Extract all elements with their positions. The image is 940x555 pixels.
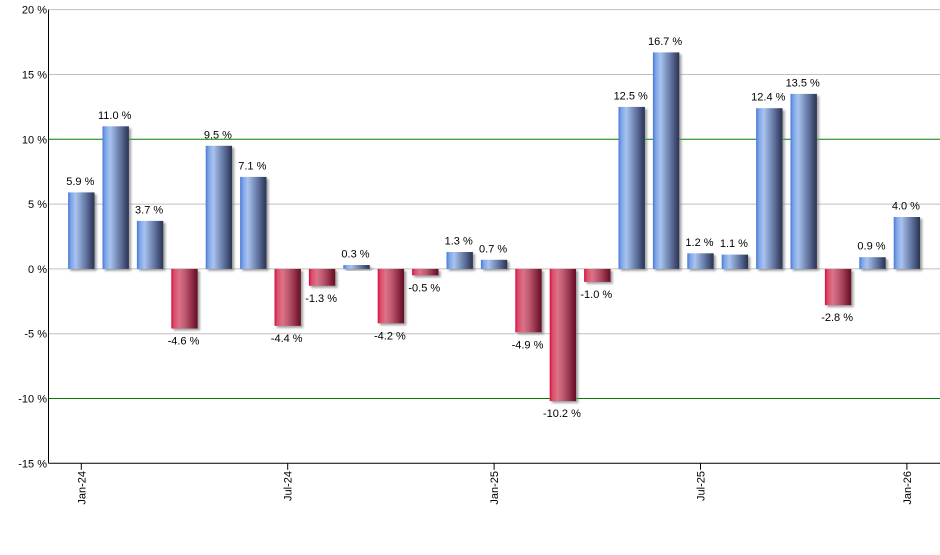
svg-text:0 %: 0 % [28,264,47,276]
svg-text:-2.8 %: -2.8 % [821,312,853,324]
svg-text:4.0 %: 4.0 % [892,201,920,213]
svg-text:16.7 %: 16.7 % [648,36,682,48]
svg-text:12.4 %: 12.4 % [751,92,785,104]
svg-text:Jan-24: Jan-24 [76,471,88,505]
svg-text:Jan-25: Jan-25 [489,471,501,505]
svg-text:-4.4 %: -4.4 % [271,333,303,345]
svg-text:-15 %: -15 % [18,458,47,470]
svg-text:10 %: 10 % [22,134,47,146]
svg-text:-10 %: -10 % [18,394,47,406]
svg-text:0.9 %: 0.9 % [857,241,885,253]
svg-text:1.1 %: 1.1 % [720,238,748,250]
svg-text:5.9 %: 5.9 % [66,176,94,188]
svg-text:-4.2 %: -4.2 % [374,330,406,342]
svg-text:7.1 %: 7.1 % [238,160,266,172]
svg-text:Jul-24: Jul-24 [283,471,295,501]
svg-text:15 %: 15 % [22,70,47,82]
svg-text:20 %: 20 % [22,5,47,17]
svg-text:Jan-26: Jan-26 [902,471,914,505]
svg-text:1.2 %: 1.2 % [685,237,713,249]
svg-text:12.5 %: 12.5 % [614,90,648,102]
svg-text:-1.0 %: -1.0 % [580,289,612,301]
svg-text:-0.5 %: -0.5 % [408,282,440,294]
svg-text:-1.3 %: -1.3 % [305,293,337,305]
svg-text:-4.6 %: -4.6 % [168,336,200,348]
svg-text:11.0 %: 11.0 % [98,110,132,122]
svg-text:9.5 %: 9.5 % [204,129,232,141]
svg-text:1.3 %: 1.3 % [445,236,473,248]
svg-text:3.7 %: 3.7 % [135,204,163,216]
svg-text:0.7 %: 0.7 % [479,243,507,255]
svg-text:5 %: 5 % [28,199,47,211]
svg-text:-4.9 %: -4.9 % [512,339,544,351]
svg-text:0.3 %: 0.3 % [341,249,369,261]
svg-text:Jul-25: Jul-25 [696,471,708,501]
svg-text:13.5 %: 13.5 % [786,77,820,89]
svg-text:-5 %: -5 % [24,329,47,341]
svg-text:-10.2 %: -10.2 % [543,408,581,420]
